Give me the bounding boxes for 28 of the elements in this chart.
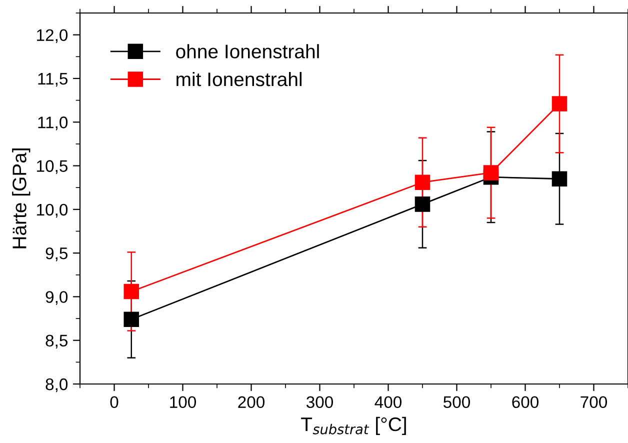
x-tick-label: 600 [512, 396, 539, 408]
point [483, 165, 499, 180]
y-tick-label: 8,0 [46, 378, 68, 392]
x-tick-label: 0 [110, 396, 118, 408]
x-tick-label: 700 [580, 396, 608, 408]
y-tick-label: 9,0 [46, 291, 68, 305]
point [414, 174, 430, 190]
y-tick-label: 10,5 [37, 160, 68, 174]
y-tick-label: 10,0 [37, 204, 68, 218]
x-axis-title: T$_{substrat}$ [°C] [301, 416, 406, 436]
y-tick-label: 12,0 [37, 29, 68, 43]
y-axis-title: Härte [GPa] [12, 148, 30, 248]
y-tick-label: 9,5 [46, 247, 68, 262]
x-tick-label: 500 [444, 396, 470, 408]
point [414, 196, 430, 212]
point [124, 312, 140, 328]
point [552, 171, 568, 186]
y-tick-label: 11,0 [38, 116, 68, 130]
y-tick-label: 8,5 [46, 334, 68, 349]
point [124, 284, 140, 300]
x-tick-label: 100 [170, 396, 196, 408]
x-tick-label: 400 [374, 396, 402, 408]
y-tick-label: 11,5 [38, 73, 68, 87]
point [552, 96, 568, 112]
x-tick-label: 300 [306, 396, 334, 408]
x-tick-label: 200 [238, 396, 265, 408]
legend-label: mit Ionenstrahl [176, 72, 302, 86]
legend-label: ohne Ionenstrahl [176, 44, 319, 58]
